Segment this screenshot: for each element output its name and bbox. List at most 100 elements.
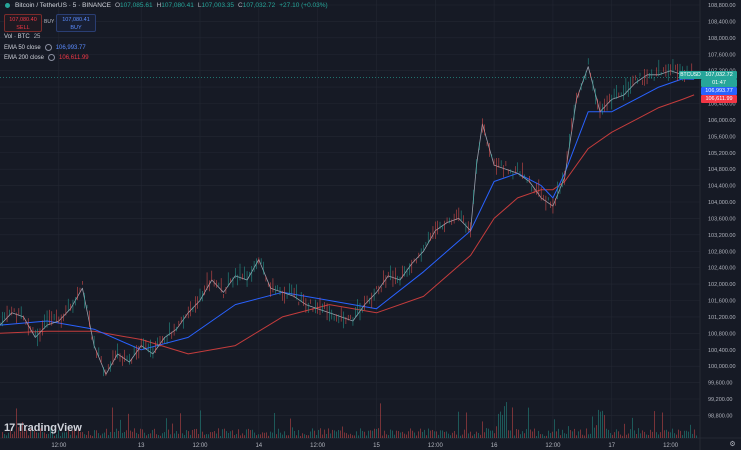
volume-bar [384, 430, 385, 438]
volume-bar [508, 430, 509, 438]
volume-bar [158, 434, 159, 438]
volume-bar [16, 408, 17, 438]
indicator-ema50[interactable]: EMA 50 close 106,993.77 [4, 44, 86, 51]
volume-bar [210, 432, 211, 438]
ema50-line [0, 78, 695, 351]
gear-icon[interactable]: ⚙ [729, 441, 736, 448]
volume-bar [260, 434, 261, 438]
volume-bar [350, 433, 351, 438]
indicator-ema200[interactable]: EMA 200 close 106,611.99 [4, 54, 89, 61]
buy-button[interactable]: 107,080.41 BUY [56, 14, 96, 32]
volume-bar [616, 429, 617, 438]
volume-bar [644, 431, 645, 438]
volume-bar [40, 428, 41, 438]
volume-bar [670, 432, 671, 438]
volume-bar [156, 434, 157, 438]
volume-bar [308, 435, 309, 438]
y-tick-label: 102,800.00 [708, 249, 736, 255]
volume-bar [668, 431, 669, 438]
volume-bar [576, 435, 577, 438]
volume-bar [566, 433, 567, 438]
volume-bar [356, 431, 357, 438]
volume-bar [446, 431, 447, 438]
volume-bar [90, 435, 91, 438]
volume-bar [14, 431, 15, 438]
x-tick-label: 12:00 [663, 443, 679, 449]
symbol-title[interactable]: Bitcoin / TetherUS · 5 · BINANCE [15, 2, 111, 9]
y-tick-label: 106,400.00 [708, 102, 736, 108]
buy-label: BUY [70, 25, 82, 31]
y-tick-label: 108,400.00 [708, 19, 736, 25]
volume-bar [198, 434, 199, 438]
volume-bar [594, 427, 595, 438]
volume-bar [676, 434, 677, 438]
volume-bar [548, 430, 549, 438]
volume-bar [174, 433, 175, 438]
volume-bar [336, 431, 337, 438]
volume-bar [564, 433, 565, 438]
volume-bar [578, 431, 579, 438]
volume-bar [348, 434, 349, 438]
volume-bar [522, 431, 523, 438]
volume-bar [178, 433, 179, 438]
volume-bar [330, 433, 331, 438]
volume-bar [592, 416, 593, 438]
indicator-volume[interactable]: Vol · BTC 25 [4, 34, 40, 40]
y-tick-label: 99,200.00 [708, 397, 732, 403]
y-tick-label: 100,800.00 [708, 331, 736, 337]
volume-bar [600, 411, 601, 438]
volume-bar [558, 428, 559, 438]
volume-bar [218, 428, 219, 438]
volume-bar [488, 428, 489, 438]
eye-icon[interactable] [48, 54, 56, 61]
volume-bar [502, 414, 503, 438]
volume-bar [78, 429, 79, 438]
volume-bar [4, 434, 5, 438]
volume-bar [448, 433, 449, 438]
volume-bar [84, 434, 85, 438]
volume-bar [44, 432, 45, 438]
volume-bar [316, 434, 317, 438]
volume-bar [52, 430, 53, 438]
volume-bar [678, 429, 679, 438]
ohlc-open: O107,085.61 [114, 2, 153, 9]
volume-bar [264, 432, 265, 438]
volume-bar [632, 417, 633, 438]
ohlc-low: L107,003.35 [197, 2, 234, 9]
volume-bar [450, 435, 451, 438]
volume-bar [274, 412, 275, 438]
volume-bar [122, 432, 123, 438]
y-tick-label: 101,600.00 [708, 299, 736, 305]
volume-bar [182, 433, 183, 438]
volume-bar [170, 434, 171, 438]
volume-bar [380, 403, 381, 438]
volume-bar [26, 429, 27, 438]
y-tick-label: 101,200.00 [708, 315, 736, 321]
eye-icon[interactable] [44, 44, 52, 51]
volume-bar [696, 435, 697, 438]
tradingview-logo[interactable]: 17 TradingView [4, 422, 82, 434]
volume-bar [126, 430, 127, 438]
volume-bar [276, 434, 277, 438]
symbol-legend[interactable]: Bitcoin / TetherUS · 5 · BINANCE O107,08… [4, 2, 328, 9]
volume-bar [124, 431, 125, 438]
volume-bar [588, 434, 589, 438]
volume-bar [160, 435, 161, 438]
volume-bar [120, 419, 121, 438]
volume-bar [204, 434, 205, 438]
sell-button[interactable]: 107,080.40 SELL [4, 14, 42, 32]
volume-bar [474, 434, 475, 438]
volume-bar [150, 433, 151, 438]
volume-bar [466, 412, 467, 438]
volume-bar [562, 429, 563, 438]
volume-bar [86, 434, 87, 438]
ema200-tag: 106,611.99 [701, 95, 737, 103]
volume-bar [28, 435, 29, 438]
volume-bar [114, 432, 115, 438]
volume-bar [190, 434, 191, 438]
volume-bar [692, 433, 693, 438]
volume-bar [242, 433, 243, 438]
volume-bar [378, 428, 379, 438]
